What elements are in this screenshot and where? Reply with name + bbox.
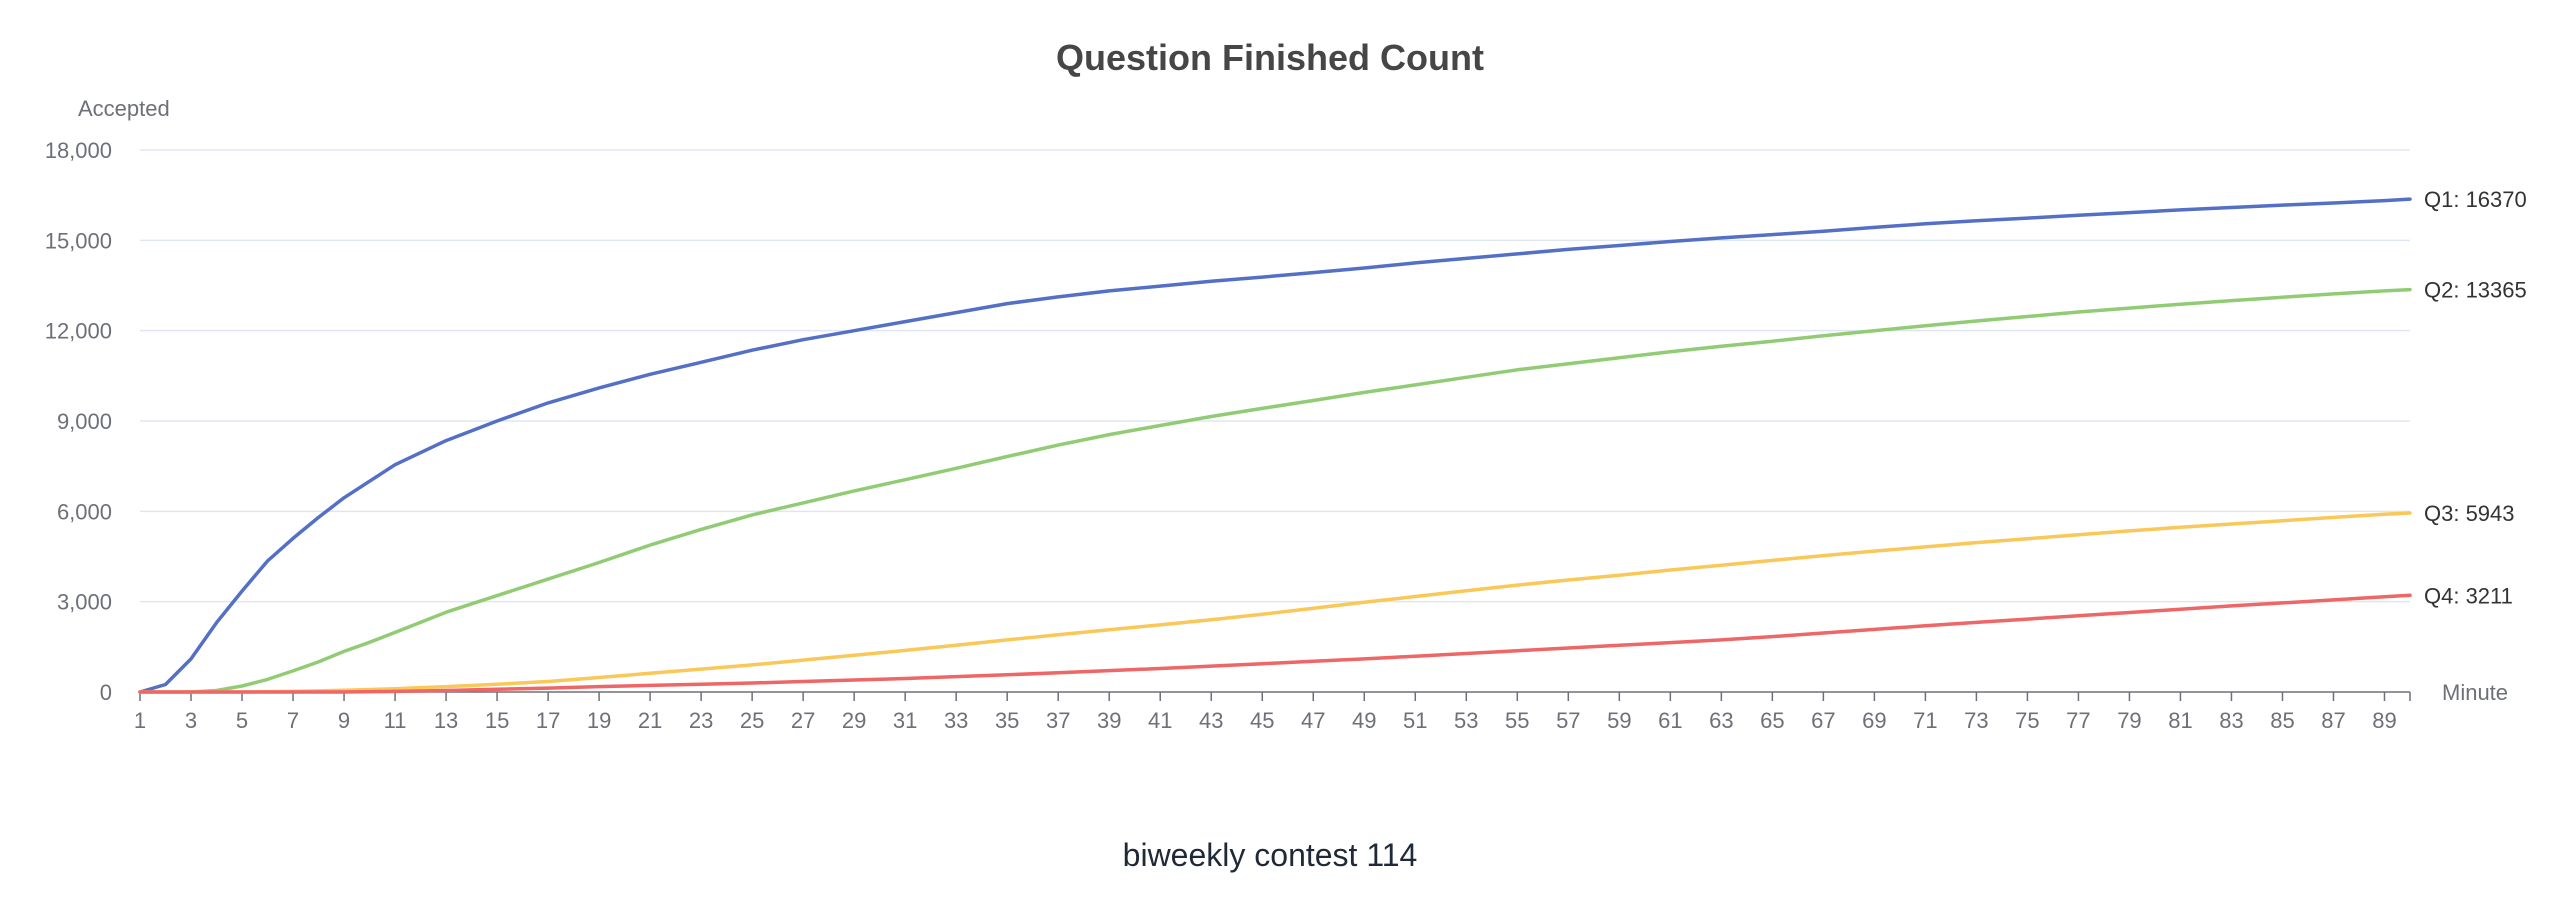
x-tick-label: 75 (2015, 708, 2039, 733)
x-tick-label: 31 (893, 708, 917, 733)
x-tick-label: 73 (1964, 708, 1988, 733)
x-tick-label: 43 (1199, 708, 1223, 733)
x-tick-label: 23 (689, 708, 713, 733)
x-tick-label: 11 (384, 708, 407, 733)
series-end-label-q1: Q1: 16370 (2424, 187, 2527, 212)
x-tick-label: 3 (185, 708, 197, 733)
x-tick-label: 39 (1097, 708, 1121, 733)
x-tick-label: 25 (740, 708, 764, 733)
x-tick-label: 7 (287, 708, 299, 733)
x-tick-label: 5 (236, 708, 248, 733)
x-tick-label: 19 (587, 708, 611, 733)
y-tick-label: 0 (100, 680, 112, 705)
x-tick-label: 71 (1913, 708, 1937, 733)
series-line-q3 (138, 511, 2412, 694)
series-line-q1 (138, 197, 2412, 694)
x-tick-label: 41 (1148, 708, 1172, 733)
x-tick-label: 81 (2168, 708, 2192, 733)
x-axis-label: Minute (2442, 680, 2508, 705)
y-tick-label: 15,000 (45, 228, 112, 253)
x-tick-label: 57 (1556, 708, 1580, 733)
x-tick-label: 9 (338, 708, 350, 733)
x-tick-label: 77 (2066, 708, 2090, 733)
series-end-label-q2: Q2: 13365 (2424, 278, 2527, 303)
x-tick-label: 55 (1505, 708, 1529, 733)
x-tick-label: 63 (1709, 708, 1733, 733)
series-end-label-q4: Q4: 3211 (2424, 583, 2513, 608)
y-axis-ticks: 0 3,000 6,000 9,000 12,000 15,000 18,000 (45, 138, 112, 705)
x-tick-label: 1 (134, 708, 146, 733)
x-tick-label: 61 (1658, 708, 1682, 733)
series-end-label-q3: Q3: 5943 (2424, 501, 2515, 526)
y-tick-label: 3,000 (57, 590, 112, 615)
x-tick-label: 51 (1403, 708, 1427, 733)
y-axis-label: Accepted (78, 96, 170, 121)
y-tick-label: 12,000 (45, 319, 112, 344)
x-tick-label: 13 (434, 708, 458, 733)
x-tick-label: 67 (1811, 708, 1835, 733)
x-tick-label: 45 (1250, 708, 1274, 733)
x-tick-label: 83 (2219, 708, 2243, 733)
x-tick-label: 87 (2321, 708, 2345, 733)
x-tick-label: 17 (536, 708, 560, 733)
x-tick-label: 53 (1454, 708, 1478, 733)
x-tick-label: 21 (638, 708, 662, 733)
x-axis: 1 3 5 7 9 11 13 15 17 19 21 23 25 27 29 31 33 35 37 39 41 43 4… (134, 691, 2411, 733)
x-tick-label: 47 (1301, 708, 1325, 733)
y-tick-label: 6,000 (57, 499, 112, 524)
chart-title: Question Finished Count (1056, 37, 1484, 78)
grid-lines (140, 149, 2410, 603)
chart-caption: biweekly contest 114 (1123, 837, 1418, 873)
series-line-q2 (138, 287, 2412, 694)
x-tick-label: 35 (995, 708, 1019, 733)
x-tick-label: 65 (1760, 708, 1784, 733)
x-tick-label: 59 (1607, 708, 1631, 733)
x-tick-label: 33 (944, 708, 968, 733)
series-group: Q1: 16370 Q2: 13365 Q3: 5943 Q4: 3211 (138, 187, 2527, 694)
x-tick-label: 89 (2372, 708, 2396, 733)
x-tick-label: 49 (1352, 708, 1376, 733)
x-tick-label: 15 (485, 708, 509, 733)
x-tick-label: 29 (842, 708, 866, 733)
x-tick-label: 27 (791, 708, 815, 733)
x-tick-label: 85 (2270, 708, 2294, 733)
y-tick-label: 18,000 (45, 138, 112, 163)
series-line-q4 (138, 593, 2412, 694)
x-tick-label: 37 (1046, 708, 1070, 733)
x-tick-label: 79 (2117, 708, 2141, 733)
x-tick-label: 69 (1862, 708, 1886, 733)
y-tick-label: 9,000 (57, 409, 112, 434)
